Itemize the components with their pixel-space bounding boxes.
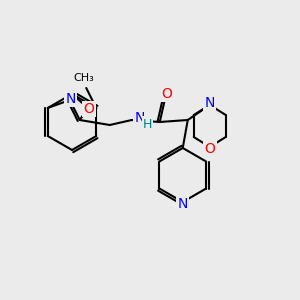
Text: H: H [143,118,152,130]
Text: N: N [135,111,145,125]
Text: CH₃: CH₃ [74,73,94,83]
Text: N: N [178,197,188,211]
Text: N: N [205,96,215,110]
Text: O: O [204,142,215,156]
Text: O: O [161,87,172,101]
Text: O: O [84,102,94,116]
Text: N: N [66,92,76,106]
